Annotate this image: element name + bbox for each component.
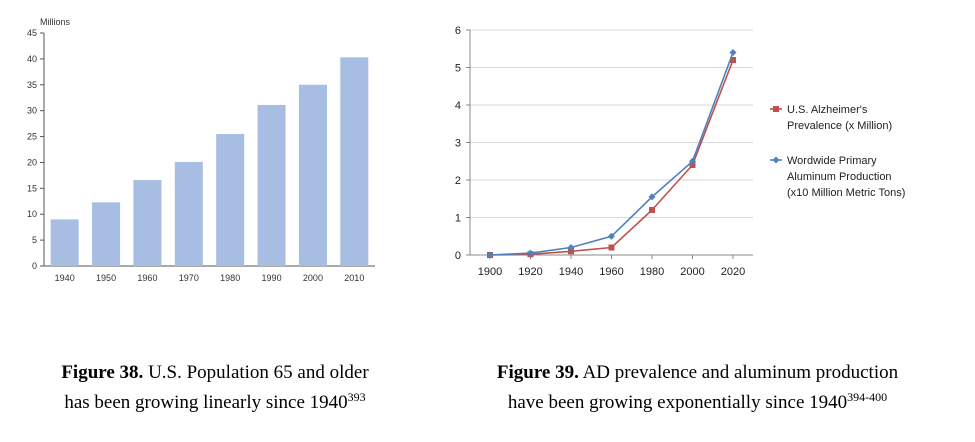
bar-chart-y-tick-label: 5 bbox=[32, 235, 37, 245]
series-1-point bbox=[729, 49, 737, 56]
figure-39-reference: 394-400 bbox=[847, 390, 888, 404]
series-0-point bbox=[730, 57, 736, 63]
line-chart-x-tick-label: 2000 bbox=[680, 266, 704, 278]
population-bar-chart-svg: Millions 0 5 10 15 20 25 30 35 40 45 1940 1950 1960 19… bbox=[27, 17, 375, 283]
line-chart-y-tick-label: 2 bbox=[455, 175, 461, 187]
legend-label-0: Prevalence (x Million) bbox=[787, 120, 892, 132]
figure-39-caption-text1: AD prevalence and aluminum production bbox=[582, 362, 899, 383]
bar-1960 bbox=[133, 180, 162, 266]
bar-chart-x-tick-label: 1970 bbox=[179, 273, 199, 283]
line-chart-x-tick-label: 1940 bbox=[559, 266, 583, 278]
figure-38-caption-line2: has been growing linearly since 1940393 bbox=[0, 388, 430, 418]
figure-39-label: Figure 39. bbox=[496, 362, 579, 383]
bar-chart-y-tick-label: 25 bbox=[27, 132, 37, 142]
series-1-point bbox=[608, 232, 615, 240]
series-1-point bbox=[527, 249, 534, 257]
series-1-point bbox=[648, 193, 656, 201]
bar-chart-y-tick-label: 0 bbox=[32, 261, 37, 271]
series-1-point bbox=[486, 251, 494, 259]
line-chart-y-tick-label: 4 bbox=[455, 100, 461, 112]
bar-chart-x-tick-label: 1980 bbox=[220, 273, 240, 283]
series-0-point bbox=[608, 244, 615, 251]
bar-2010 bbox=[340, 57, 369, 266]
bar-chart-y-tick-label: 15 bbox=[27, 183, 37, 193]
bar-1970 bbox=[174, 161, 203, 266]
bar-chart-x-tick-label: 2000 bbox=[303, 273, 323, 283]
line-chart-x-tick-label: 1900 bbox=[478, 266, 502, 278]
bar-chart-x-tick-label: 1950 bbox=[96, 273, 116, 283]
bar-1940 bbox=[50, 219, 79, 266]
bar-1990 bbox=[257, 104, 286, 267]
alzheimer-aluminum-line-chart: 0 1 2 3 4 5 6 1900 1920 1940 1960 1980 2000 2020 U.S. … bbox=[425, 0, 975, 300]
bar-1980 bbox=[216, 133, 245, 266]
bar-chart-y-tick-label: 45 bbox=[27, 28, 37, 38]
legend-label-1: Aluminum Production bbox=[787, 171, 892, 183]
figure-39-caption-line1: Figure 39. AD prevalence and aluminum pr… bbox=[430, 358, 965, 388]
bar-chart-x-tick-label: 2010 bbox=[344, 273, 364, 283]
alzheimer-aluminum-line-chart-svg: 0 1 2 3 4 5 6 1900 1920 1940 1960 1980 2000 2020 U.S. … bbox=[455, 25, 906, 278]
population-bar-chart: Millions 0 5 10 15 20 25 30 35 40 45 1940 1950 1960 19… bbox=[0, 0, 400, 300]
bar-chart-y-tick-label: 10 bbox=[27, 209, 37, 219]
line-chart-y-tick-label: 0 bbox=[455, 250, 461, 262]
legend-marker-1 bbox=[772, 156, 780, 164]
bar-2000 bbox=[298, 84, 327, 267]
figure-38-reference: 393 bbox=[347, 390, 366, 404]
line-chart-x-tick-label: 1960 bbox=[599, 266, 623, 278]
line-chart-x-tick-label: 1980 bbox=[640, 266, 664, 278]
line-chart-x-tick-label: 1920 bbox=[518, 266, 542, 278]
line-chart-y-tick-label: 5 bbox=[455, 63, 461, 75]
series-line-0 bbox=[489, 59, 734, 256]
bar-chart-unit-label: Millions bbox=[40, 17, 71, 27]
legend-marker-0 bbox=[773, 106, 779, 112]
series-0-point bbox=[689, 162, 696, 168]
bar-chart-y-tick-label: 40 bbox=[27, 54, 37, 64]
line-chart-y-tick-label: 6 bbox=[455, 25, 461, 37]
figure-38-caption-text2: has been growing linearly since 1940 bbox=[64, 392, 348, 413]
legend-label-1: (x10 Million Metric Tons) bbox=[787, 187, 905, 199]
legend-label-0: U.S. Alzheimer's bbox=[787, 104, 868, 116]
bar-chart-y-tick-label: 30 bbox=[27, 106, 37, 116]
bar-chart-y-tick-label: 20 bbox=[27, 157, 37, 167]
figure-38-caption-line1: Figure 38. U.S. Population 65 and older bbox=[0, 358, 430, 388]
bar-chart-x-tick-label: 1990 bbox=[262, 273, 282, 283]
series-1-point bbox=[689, 157, 696, 165]
figure-39-caption-line2: have been growing exponentially since 19… bbox=[430, 388, 965, 418]
line-chart-y-tick-label: 3 bbox=[455, 138, 461, 150]
series-1-point bbox=[567, 244, 575, 251]
bar-1950 bbox=[92, 202, 121, 266]
figure-39-caption-text2: have been growing exponentially since 19… bbox=[507, 392, 848, 413]
bar-chart-x-tick-label: 1960 bbox=[137, 273, 157, 283]
bar-chart-y-tick-label: 35 bbox=[27, 80, 37, 90]
series-0-point bbox=[568, 248, 574, 255]
series-0-point bbox=[649, 207, 655, 213]
figure-39-caption: Figure 39. AD prevalence and aluminum pr… bbox=[430, 358, 965, 418]
figure-38-caption-text1: U.S. Population 65 and older bbox=[148, 362, 369, 383]
bar-chart-x-tick-label: 1940 bbox=[55, 273, 75, 283]
legend-label-1: Wordwide Primary bbox=[787, 155, 877, 167]
figure-38-caption: Figure 38. U.S. Population 65 and older … bbox=[0, 358, 430, 418]
figure-38-label: Figure 38. bbox=[61, 362, 144, 383]
line-chart-x-tick-label: 2020 bbox=[721, 266, 745, 278]
line-chart-y-tick-label: 1 bbox=[455, 213, 461, 225]
